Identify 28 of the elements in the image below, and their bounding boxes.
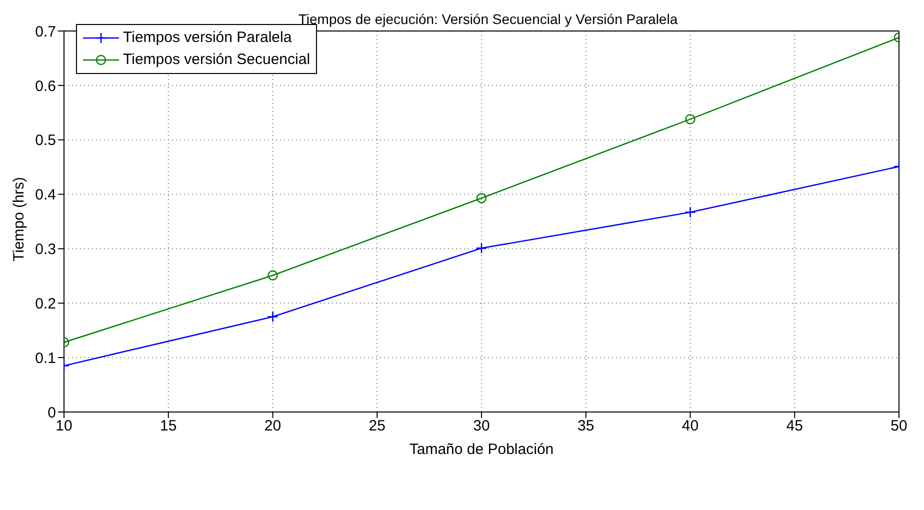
point xyxy=(476,192,487,204)
y-tick-label: 0.2 xyxy=(35,295,56,312)
x-tick-label: 40 xyxy=(682,418,699,435)
point xyxy=(684,206,696,218)
x-tick-label: 15 xyxy=(160,418,177,435)
legend-label: Tiempos versión Paralela xyxy=(123,28,292,48)
point xyxy=(268,270,278,280)
x-tick-label: 35 xyxy=(578,418,594,435)
y-tick-label: 0.5 xyxy=(35,132,56,150)
x-tick-label: 10 xyxy=(56,418,72,435)
y-tick-label: 0.7 xyxy=(35,23,56,40)
x-tick-label: 30 xyxy=(473,418,490,435)
x-tick-label: 50 xyxy=(890,418,908,435)
point xyxy=(685,114,696,124)
y-tick-label: 0.4 xyxy=(35,186,56,204)
x-axis-title: Tamaño de Población xyxy=(409,441,554,458)
x-tick-label: 20 xyxy=(264,418,282,435)
point xyxy=(476,242,488,254)
point xyxy=(267,311,278,322)
x-tick-label: 25 xyxy=(368,418,386,435)
legend-label: Tiempos versión Secuencial xyxy=(123,50,310,70)
y-tick-label: 0.1 xyxy=(35,350,56,367)
chart-title: Tiempos de ejecución: Versión Secuencial y Versión Paralela xyxy=(298,11,678,27)
y-axis-title: Tiempo (hrs) xyxy=(10,177,28,262)
y-tick-label: 0 xyxy=(48,404,56,422)
y-tick-label: 0.3 xyxy=(35,241,56,258)
y-tick-label: 0.6 xyxy=(35,78,56,95)
x-tick-label: 45 xyxy=(786,418,803,435)
